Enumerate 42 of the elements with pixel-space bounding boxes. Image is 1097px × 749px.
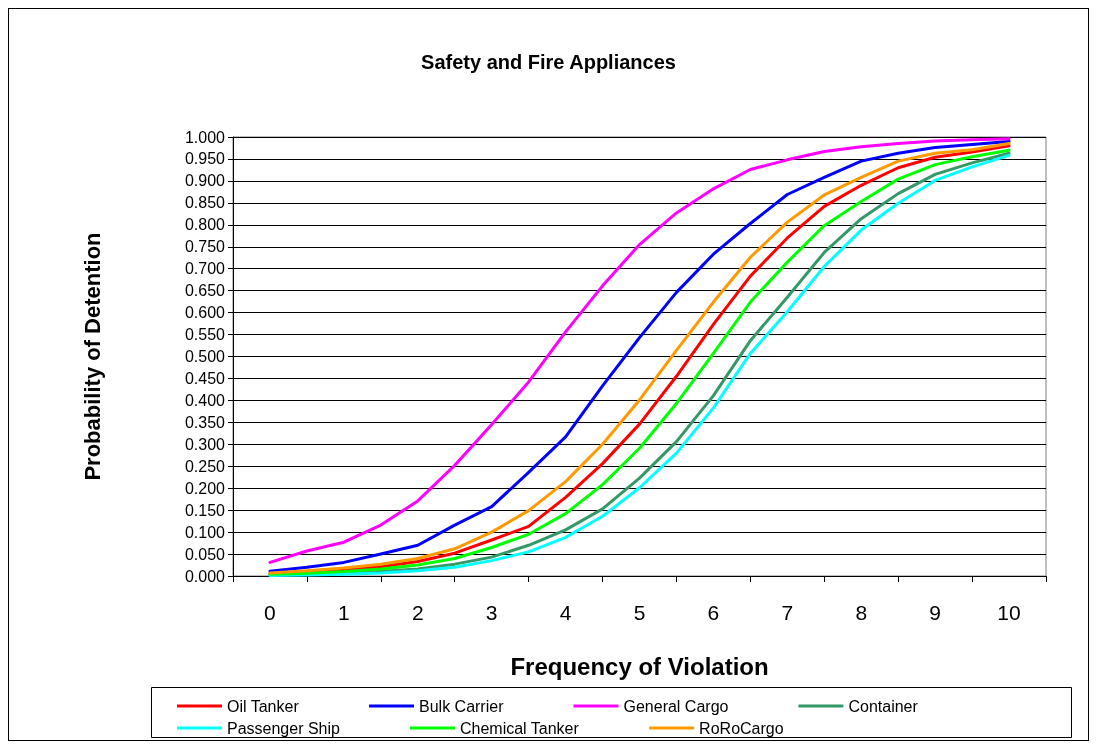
y-tick-label: 0.300 [184,435,226,453]
chart-title: Safety and Fire Appliances [421,51,676,73]
y-tick-label: 0.700 [184,260,226,278]
y-axis-title: Probability of Detention [79,232,105,481]
legend-label: RoRoCargo [699,719,784,737]
legend-label: General Cargo [623,697,729,715]
x-tick-label: 10 [997,601,1021,624]
y-tick-label: 0.550 [184,326,226,344]
y-tick-label: 0.150 [184,501,226,519]
x-tick-label: 6 [707,601,720,624]
y-tick-label: 0.850 [184,194,226,212]
y-tick-label: 0.350 [184,413,226,431]
x-tick-label: 4 [559,601,572,624]
y-tick-label: 1.000 [184,128,226,146]
x-tick-label: 3 [485,601,498,624]
x-tick-label: 5 [633,601,646,624]
y-tick-label: 0.800 [184,216,226,234]
y-tick-label: 0.250 [184,457,226,475]
y-tick-label: 0.900 [184,172,226,190]
y-tick-label: 0.650 [184,282,226,300]
y-tick-label: 0.950 [184,150,226,168]
legend-label: Oil Tanker [227,697,300,715]
y-tick-label: 0.600 [184,304,226,322]
x-tick-label: 9 [929,601,941,624]
legend-label: Container [848,697,919,715]
y-tick-label: 0.450 [184,369,226,387]
legend-label: Chemical Tanker [459,719,580,737]
y-tick-label: 0.050 [184,545,226,563]
y-tick-label: 0.000 [184,567,226,585]
x-tick-label: 1 [338,601,350,624]
x-axis-title: Frequency of Violation [510,652,769,680]
y-tick-label: 0.100 [184,523,226,541]
y-tick-label: 0.400 [184,391,226,409]
legend-label: Passenger Ship [227,719,341,737]
y-tick-label: 0.500 [184,348,226,365]
legend-label: Bulk Carrier [419,697,505,715]
x-tick-label: 8 [855,601,868,624]
x-tick-label: 0 [264,601,276,624]
y-tick-label: 0.750 [184,238,226,256]
x-tick-label: 2 [411,601,424,624]
y-tick-label: 0.200 [184,479,226,497]
x-tick-label: 7 [781,601,794,624]
